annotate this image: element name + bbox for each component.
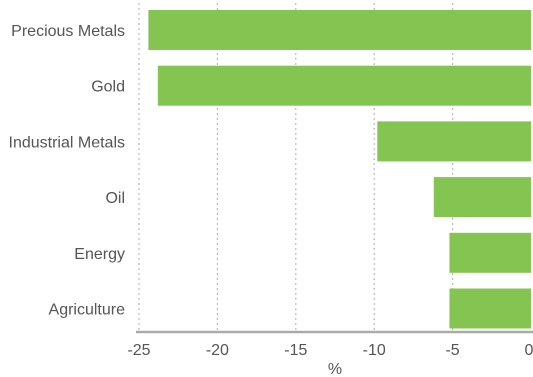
x-tick-label-neg20: -20 <box>206 342 229 359</box>
category-label-oil: Oil <box>105 190 125 207</box>
bar-energy <box>449 232 531 273</box>
category-label-energy: Energy <box>74 246 125 263</box>
x-tick-label-neg15: -15 <box>284 342 307 359</box>
x-tick-label-neg25: -25 <box>127 342 150 359</box>
x-tick-label-neg10: -10 <box>363 342 386 359</box>
bar-oil <box>433 177 531 218</box>
bar-agriculture <box>449 288 531 329</box>
gridlines <box>138 3 454 332</box>
x-axis-title: % <box>328 361 342 377</box>
category-label-agriculture: Agriculture <box>49 302 126 319</box>
category-labels: Precious Metals Gold Industrial Metals Oil E… <box>9 23 126 319</box>
category-label-gold: Gold <box>91 79 125 96</box>
bar-gold <box>157 65 532 106</box>
category-label-industrial-metals: Industrial Metals <box>9 134 126 151</box>
bars <box>148 10 532 329</box>
x-tick-labels: -25 -20 -15 -10 -5 0 <box>127 342 533 359</box>
x-tick-label-neg5: -5 <box>445 342 459 359</box>
bar-precious-metals <box>148 10 531 50</box>
bar-industrial-metals <box>377 121 531 162</box>
category-label-precious-metals: Precious Metals <box>11 23 125 40</box>
x-tick-label-0: 0 <box>525 342 533 359</box>
